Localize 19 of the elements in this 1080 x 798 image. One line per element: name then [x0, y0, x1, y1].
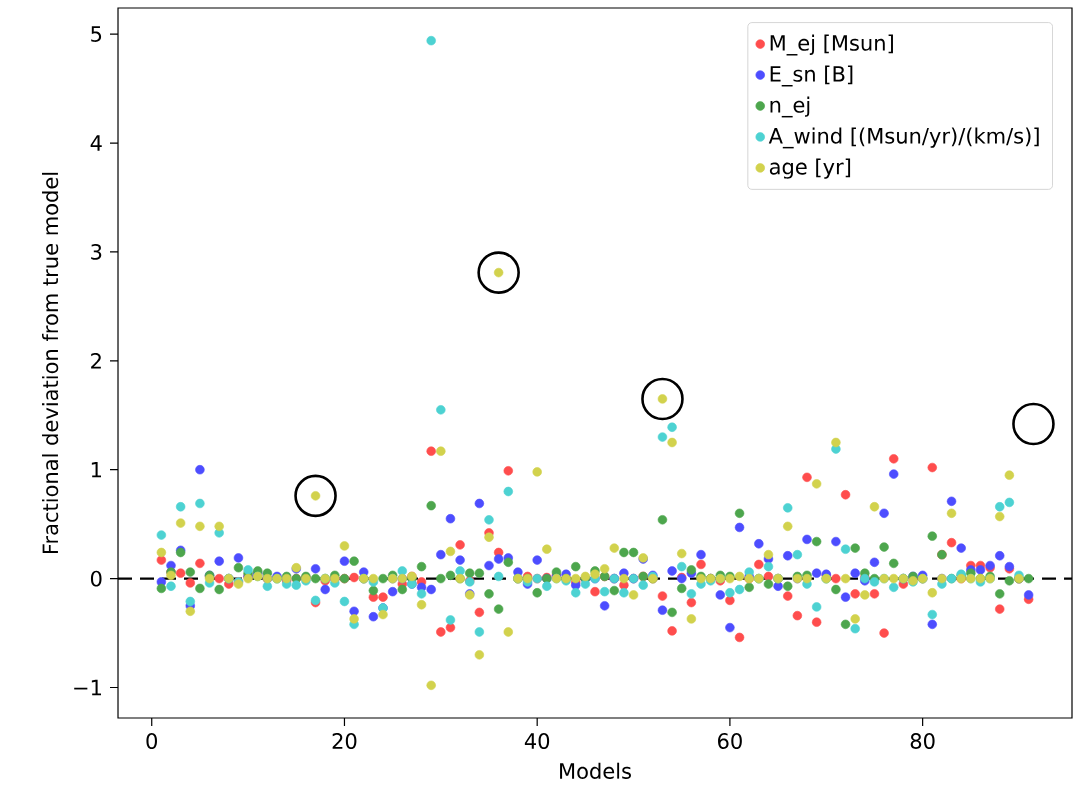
y-tick-label: 3 [91, 243, 102, 260]
x-tick-label: 40 [524, 733, 550, 749]
legend-label: age [yr] [769, 158, 851, 179]
y-axis-title: Fractional deviation from true model [42, 172, 59, 554]
y-tick-label: 1 [91, 462, 101, 478]
legend-label: n_ej [770, 96, 810, 118]
y-tick-label: −1 [74, 679, 101, 696]
x-tick-label: 60 [718, 733, 742, 749]
legend-label: A_wind [(Msun/yr)/(km/s)] [768, 127, 1039, 149]
y-tick-label: 0 [90, 570, 102, 587]
legend-label: M_ej [Msun] [770, 34, 893, 56]
y-tick-label: 2 [91, 353, 101, 369]
x-tick-label: 0 [146, 733, 157, 749]
y-tick-label: 5 [91, 26, 102, 42]
x-tick-label: 20 [332, 733, 357, 749]
legend-label: E_sn [B] [770, 65, 853, 87]
x-axis-title: Models [560, 762, 631, 779]
x-tick-label: 80 [910, 733, 935, 749]
y-tick-label: 4 [90, 135, 102, 151]
